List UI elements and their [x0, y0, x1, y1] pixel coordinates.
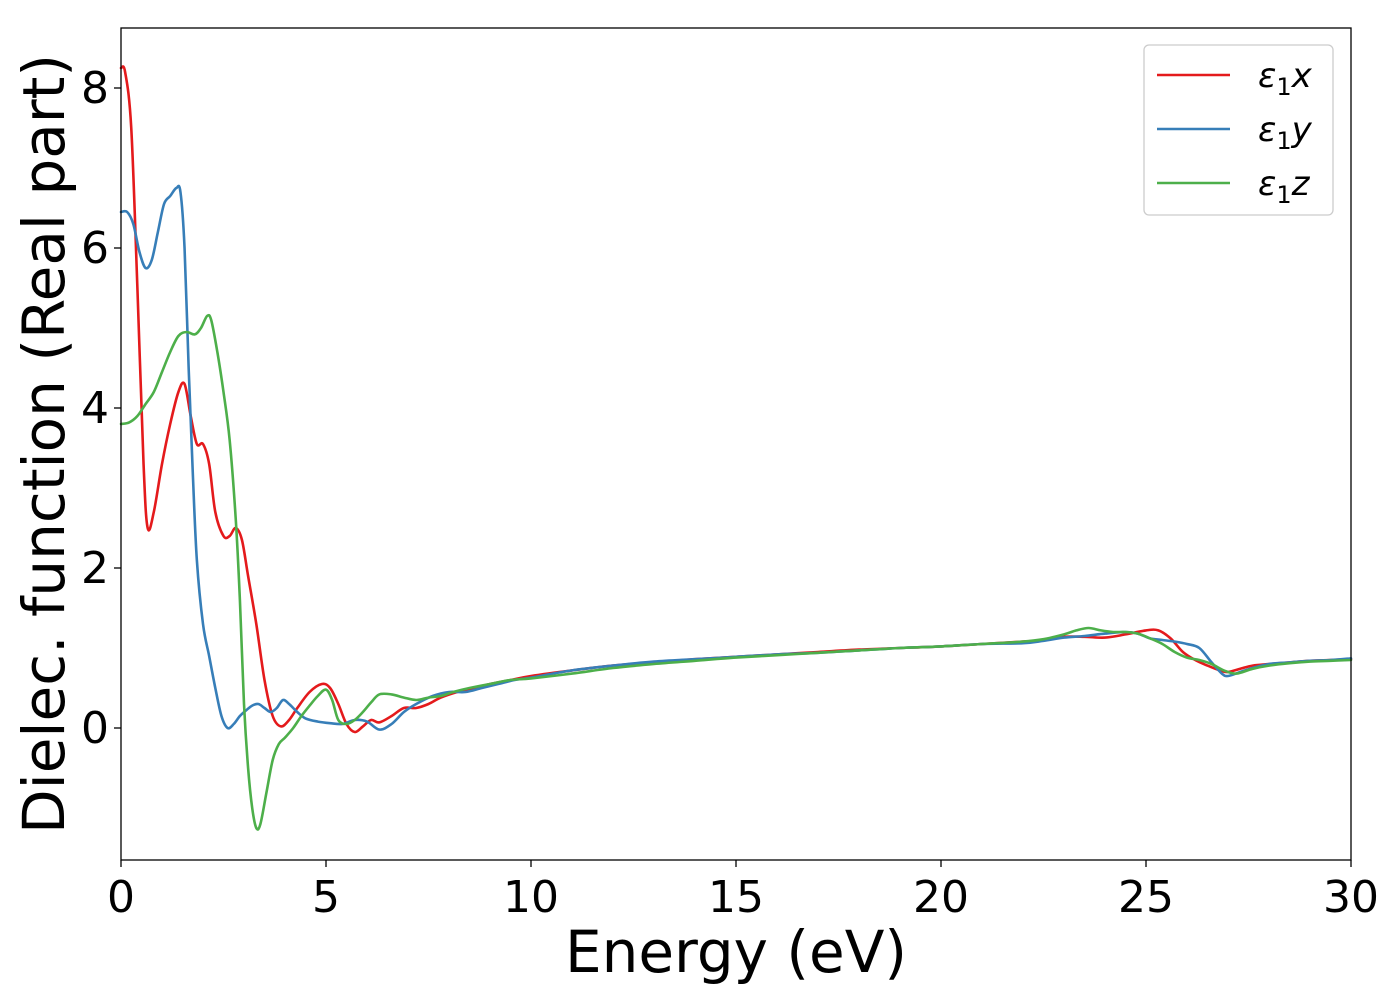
y-axis-title: Dielec. function (Real part) [10, 54, 78, 834]
x-tick-label: 15 [708, 872, 764, 923]
legend-label-x: ε1x [1258, 56, 1313, 101]
y-tick-label: 8 [81, 63, 109, 114]
y-axis: 0 2 4 6 8 [81, 63, 121, 754]
legend-items: ε1x ε1y ε1z [1157, 56, 1313, 209]
legend-label-z: ε1z [1258, 164, 1311, 209]
x-axis-title: Energy (eV) [565, 918, 907, 986]
y-tick-label: 6 [81, 223, 109, 274]
x-tick-label: 20 [913, 872, 969, 923]
x-tick-label: 5 [312, 872, 340, 923]
y-tick-label: 2 [81, 543, 109, 594]
x-tick-label: 30 [1323, 872, 1379, 923]
legend-box [1143, 44, 1334, 216]
y-tick-label: 4 [81, 383, 109, 434]
legend-label-y: ε1y [1258, 110, 1313, 155]
series-line-z [119, 313, 1353, 831]
series-line-y [119, 184, 1353, 731]
x-tick-label: 10 [503, 872, 559, 923]
y-tick-label: 0 [81, 703, 109, 754]
series-line-x [119, 65, 1353, 734]
series-layer [119, 65, 1353, 831]
x-tick-label: 25 [1118, 872, 1174, 923]
x-axis: 0 5 10 15 20 25 30 [107, 860, 1379, 923]
x-tick-label: 0 [107, 872, 135, 923]
legend: ε1x ε1y ε1z [1143, 44, 1334, 216]
